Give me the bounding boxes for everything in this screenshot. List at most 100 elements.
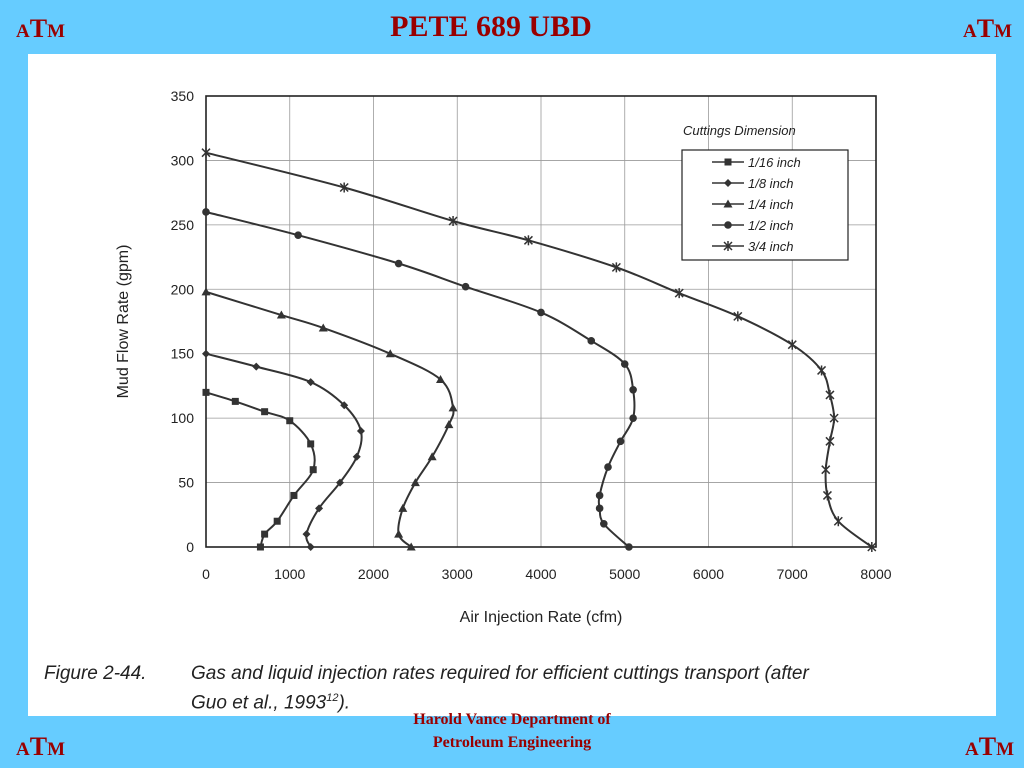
chart: 0 1000 2000 3000 4000 5000 6000 7000 8000 0 50 100 1… xyxy=(115,88,892,626)
legend-label: 1/2 inch xyxy=(748,218,794,233)
data-point xyxy=(306,543,315,551)
data-point xyxy=(461,282,470,291)
legend-box xyxy=(681,149,849,261)
series-layer xyxy=(201,147,877,552)
slide-title: PETE 689 UBD xyxy=(390,10,592,43)
data-point xyxy=(273,517,281,525)
atm-logo-top-left: ATM xyxy=(16,14,66,43)
caption-reference: 12 xyxy=(326,692,339,704)
data-point xyxy=(256,543,264,551)
atm-logo-top-right: ATM xyxy=(962,14,1012,43)
data-point xyxy=(306,378,315,387)
data-point xyxy=(290,491,298,499)
tick-labels: 0 1000 2000 3000 4000 5000 6000 7000 8000 0 50 100 1… xyxy=(171,88,892,582)
data-point xyxy=(787,339,797,350)
caption-end: ). xyxy=(338,692,351,714)
legend: Cuttings Dimension 1/16 inch 1/8 inch 1/4 … xyxy=(681,123,849,261)
series-3-4-inch xyxy=(201,147,877,552)
legend-marker xyxy=(724,221,732,229)
data-point xyxy=(822,490,832,501)
series-line xyxy=(205,211,636,548)
legend-entry: 3/4 inch xyxy=(712,239,794,254)
data-point xyxy=(385,349,395,358)
data-point xyxy=(620,360,629,368)
data-point xyxy=(833,516,843,527)
x-tick-label: 0 xyxy=(202,566,210,582)
legend-title: Cuttings Dimension xyxy=(683,123,796,138)
caption-text-line2: Guo et al., 1993 xyxy=(191,692,327,714)
data-point xyxy=(340,401,349,410)
x-tick-label: 6000 xyxy=(693,566,724,582)
y-tick-label: 300 xyxy=(171,152,195,168)
data-point xyxy=(352,452,361,461)
data-point xyxy=(600,520,608,528)
x-tick-label: 3000 xyxy=(442,566,473,582)
figure-panel: 0 1000 2000 3000 4000 5000 6000 7000 8000 0 50 100 1… xyxy=(28,54,996,716)
data-point xyxy=(448,215,458,226)
data-point xyxy=(201,147,211,158)
legend-entry: 1/16 inch xyxy=(712,155,801,170)
data-point xyxy=(261,530,269,538)
data-point xyxy=(611,262,621,273)
data-point xyxy=(674,288,684,299)
legend-label: 1/16 inch xyxy=(748,155,801,170)
legend-label: 1/8 inch xyxy=(748,176,794,191)
legend-marker xyxy=(724,158,732,166)
data-point xyxy=(587,337,596,345)
data-point xyxy=(595,504,604,513)
data-point xyxy=(315,504,324,513)
data-point xyxy=(307,440,315,448)
data-point xyxy=(629,414,637,422)
data-point xyxy=(629,385,637,394)
series-line xyxy=(205,290,455,548)
y-tick-label: 200 xyxy=(171,281,195,297)
series-line xyxy=(205,352,363,548)
legend-entry: 1/2 inch xyxy=(712,218,794,233)
data-point xyxy=(394,259,403,268)
data-point xyxy=(448,403,458,412)
atm-logo-bottom-left: ATM xyxy=(16,732,66,761)
series-1-8-inch xyxy=(202,349,365,551)
data-point xyxy=(444,420,454,429)
legend-items: 1/16 inch 1/8 inch 1/4 inch 1/2 inch 3/4 inc… xyxy=(712,155,801,254)
x-tick-label: 5000 xyxy=(609,566,640,582)
data-point xyxy=(294,231,302,239)
series-1-16-inch xyxy=(202,388,317,551)
data-point xyxy=(318,323,328,332)
data-point xyxy=(523,235,533,246)
y-tick-label: 350 xyxy=(171,88,195,104)
data-point xyxy=(595,491,604,500)
data-point xyxy=(821,464,831,475)
y-tick-label: 150 xyxy=(171,346,195,362)
data-point xyxy=(825,389,835,400)
data-point xyxy=(625,543,633,551)
legend-entry: 1/8 inch xyxy=(712,176,794,191)
data-point xyxy=(202,349,210,358)
legend-marker xyxy=(723,199,733,208)
data-point xyxy=(817,365,827,376)
y-tick-label: 50 xyxy=(178,475,194,491)
data-point xyxy=(825,436,835,447)
data-point xyxy=(302,530,311,539)
plot-area-frame xyxy=(205,95,877,548)
data-point xyxy=(231,397,239,405)
data-point xyxy=(398,503,408,512)
data-point xyxy=(252,362,261,371)
data-point xyxy=(356,427,365,436)
atm-logo-bottom-right: ATM xyxy=(964,732,1014,761)
y-tick-label: 250 xyxy=(171,217,195,233)
data-point xyxy=(201,287,211,296)
data-point xyxy=(309,466,317,474)
series-1-2-inch xyxy=(202,208,637,551)
legend-marker xyxy=(724,179,732,187)
data-point xyxy=(829,413,839,424)
x-tick-label: 4000 xyxy=(525,566,556,582)
series-line xyxy=(205,391,316,548)
x-axis-title: Air Injection Rate (cfm) xyxy=(460,609,623,626)
data-point xyxy=(286,417,294,425)
x-tick-label: 8000 xyxy=(860,566,891,582)
figure-caption: Figure 2-44. Gas and liquid injection rat… xyxy=(44,662,989,715)
data-point xyxy=(261,408,269,416)
data-point xyxy=(436,374,445,383)
data-point xyxy=(202,388,210,396)
